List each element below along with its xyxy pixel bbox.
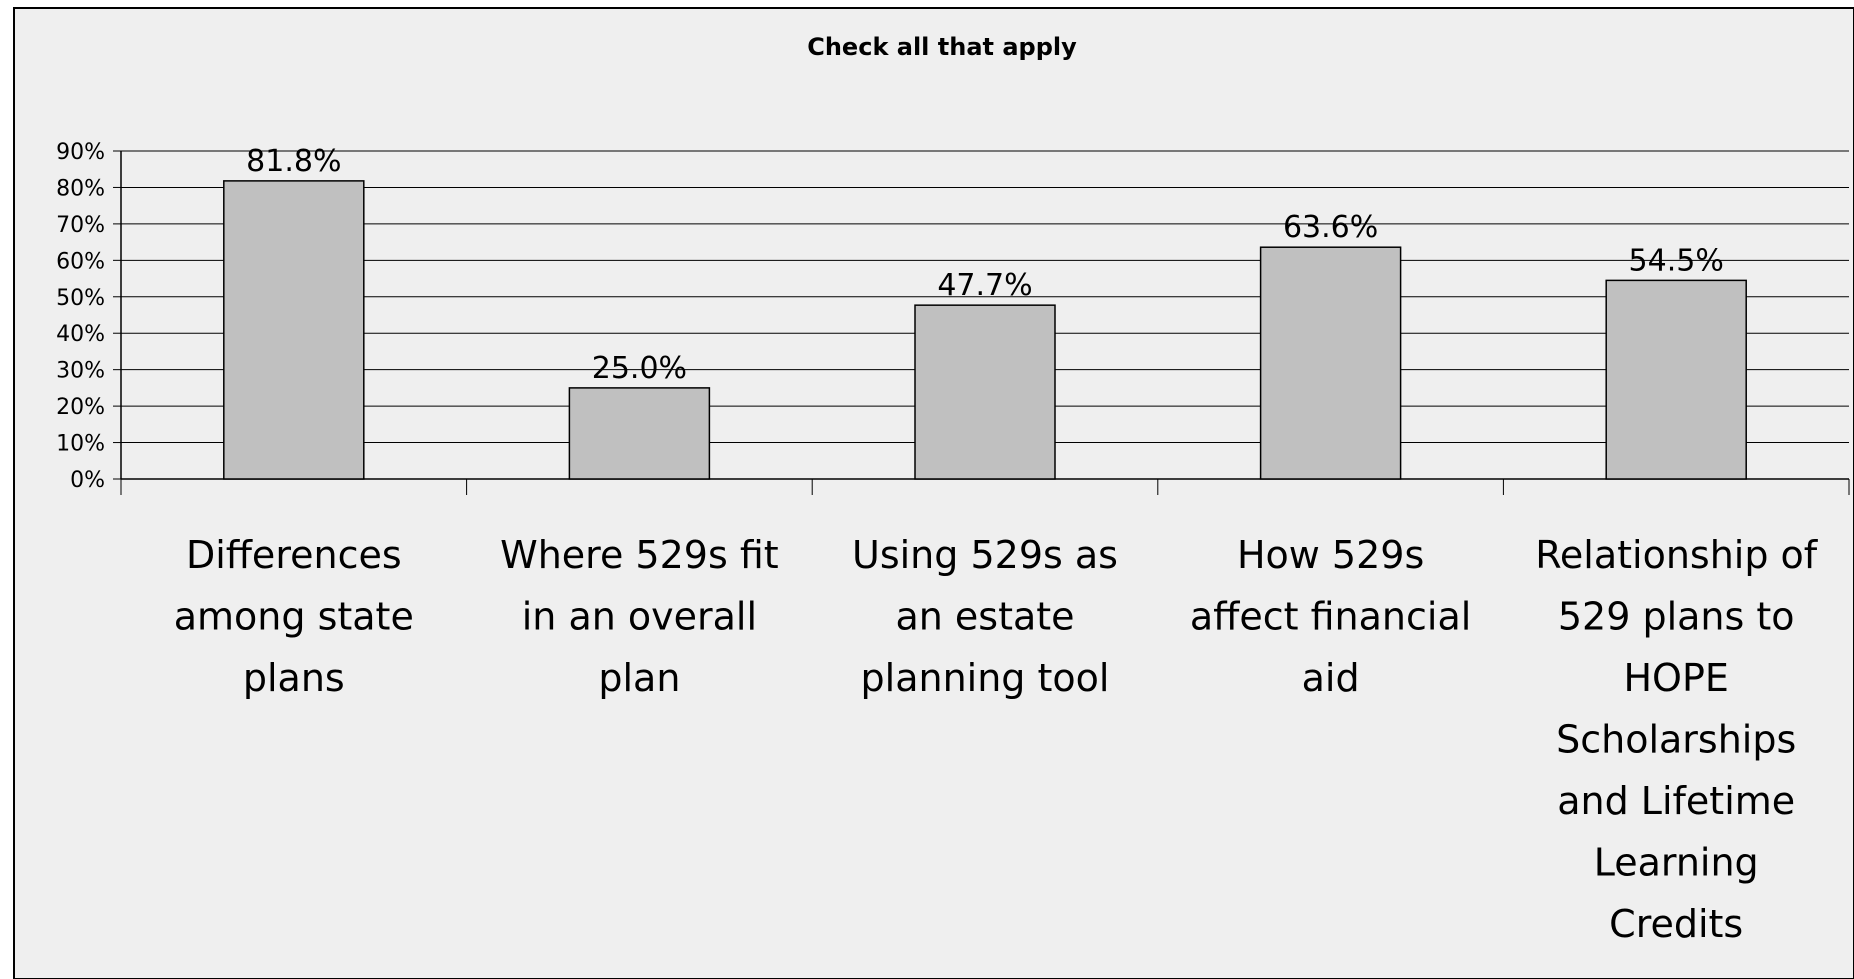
axes: 0% 10% 20% 30% 40% 50% 60% 70% 80% 90% (56, 140, 1850, 495)
data-label: 54.5% (1629, 243, 1724, 278)
x-tick-label: Using 529s as an estate planning tool (852, 533, 1118, 700)
x-tick-label-line: Scholarships (1556, 718, 1796, 762)
x-tick-label-line: affect financial (1190, 595, 1471, 639)
x-tick-label-line: How 529s (1237, 533, 1424, 577)
y-tick-label: 50% (56, 286, 105, 311)
data-label: 47.7% (937, 268, 1032, 303)
x-tick-label: Where 529s fit in an overall plan (500, 533, 779, 700)
x-tick-label-line: and Lifetime (1557, 779, 1795, 823)
y-tick-label: 60% (56, 249, 105, 274)
x-tick-label: Relationship of 529 plans to HOPE Scholarsh… (1535, 533, 1819, 946)
x-tick-label-line: Credits (1609, 902, 1743, 946)
category-labels: Differences among state plans Where 529s fi… (174, 533, 1819, 946)
y-tick-label: 40% (56, 322, 105, 347)
x-tick-label-line: in an overall (522, 595, 757, 639)
x-tick-label-line: Relationship of (1535, 533, 1819, 577)
bar (223, 180, 365, 480)
x-tick-label: Differences among state plans (174, 533, 414, 700)
chart-area (13, 7, 1854, 979)
y-tick-label: 80% (56, 176, 105, 201)
data-label: 25.0% (592, 351, 687, 386)
data-label: 81.8% (246, 144, 341, 179)
bar (1259, 246, 1402, 480)
x-tick-label-line: among state (174, 595, 414, 639)
y-tick-label: 0% (70, 468, 105, 493)
x-tick-label-line: Learning (1594, 841, 1759, 885)
bars (223, 180, 1747, 480)
data-label: 63.6% (1283, 210, 1378, 245)
x-tick-label-line: planning tool (861, 656, 1110, 700)
y-tick-label: 20% (56, 395, 105, 420)
x-tick-label-line: Where 529s fit (500, 533, 779, 577)
x-tick-label-line: Differences (186, 533, 402, 577)
y-tick-label: 70% (56, 213, 105, 238)
x-tick-label-line: HOPE (1623, 656, 1728, 700)
x-tick-label-line: 529 plans to (1558, 595, 1795, 639)
y-tick-label: 90% (56, 140, 105, 165)
x-tick-label: How 529s affect financial aid (1190, 533, 1471, 700)
data-labels: 81.8% 25.0% 47.7% 63.6% 54.5% (246, 144, 1724, 386)
chart-title: Check all that apply (807, 33, 1077, 61)
bar (914, 304, 1056, 480)
x-tick-label-line: aid (1302, 656, 1360, 700)
x-tick-label-line: Using 529s as (852, 533, 1118, 577)
bar (568, 387, 711, 480)
bar (1605, 279, 1747, 480)
x-tick-label-line: plan (598, 656, 680, 700)
y-tick-label: 30% (56, 359, 105, 384)
x-tick-label-line: plans (243, 656, 345, 700)
y-tick-label: 10% (56, 432, 105, 457)
x-tick-label-line: an estate (895, 595, 1074, 639)
